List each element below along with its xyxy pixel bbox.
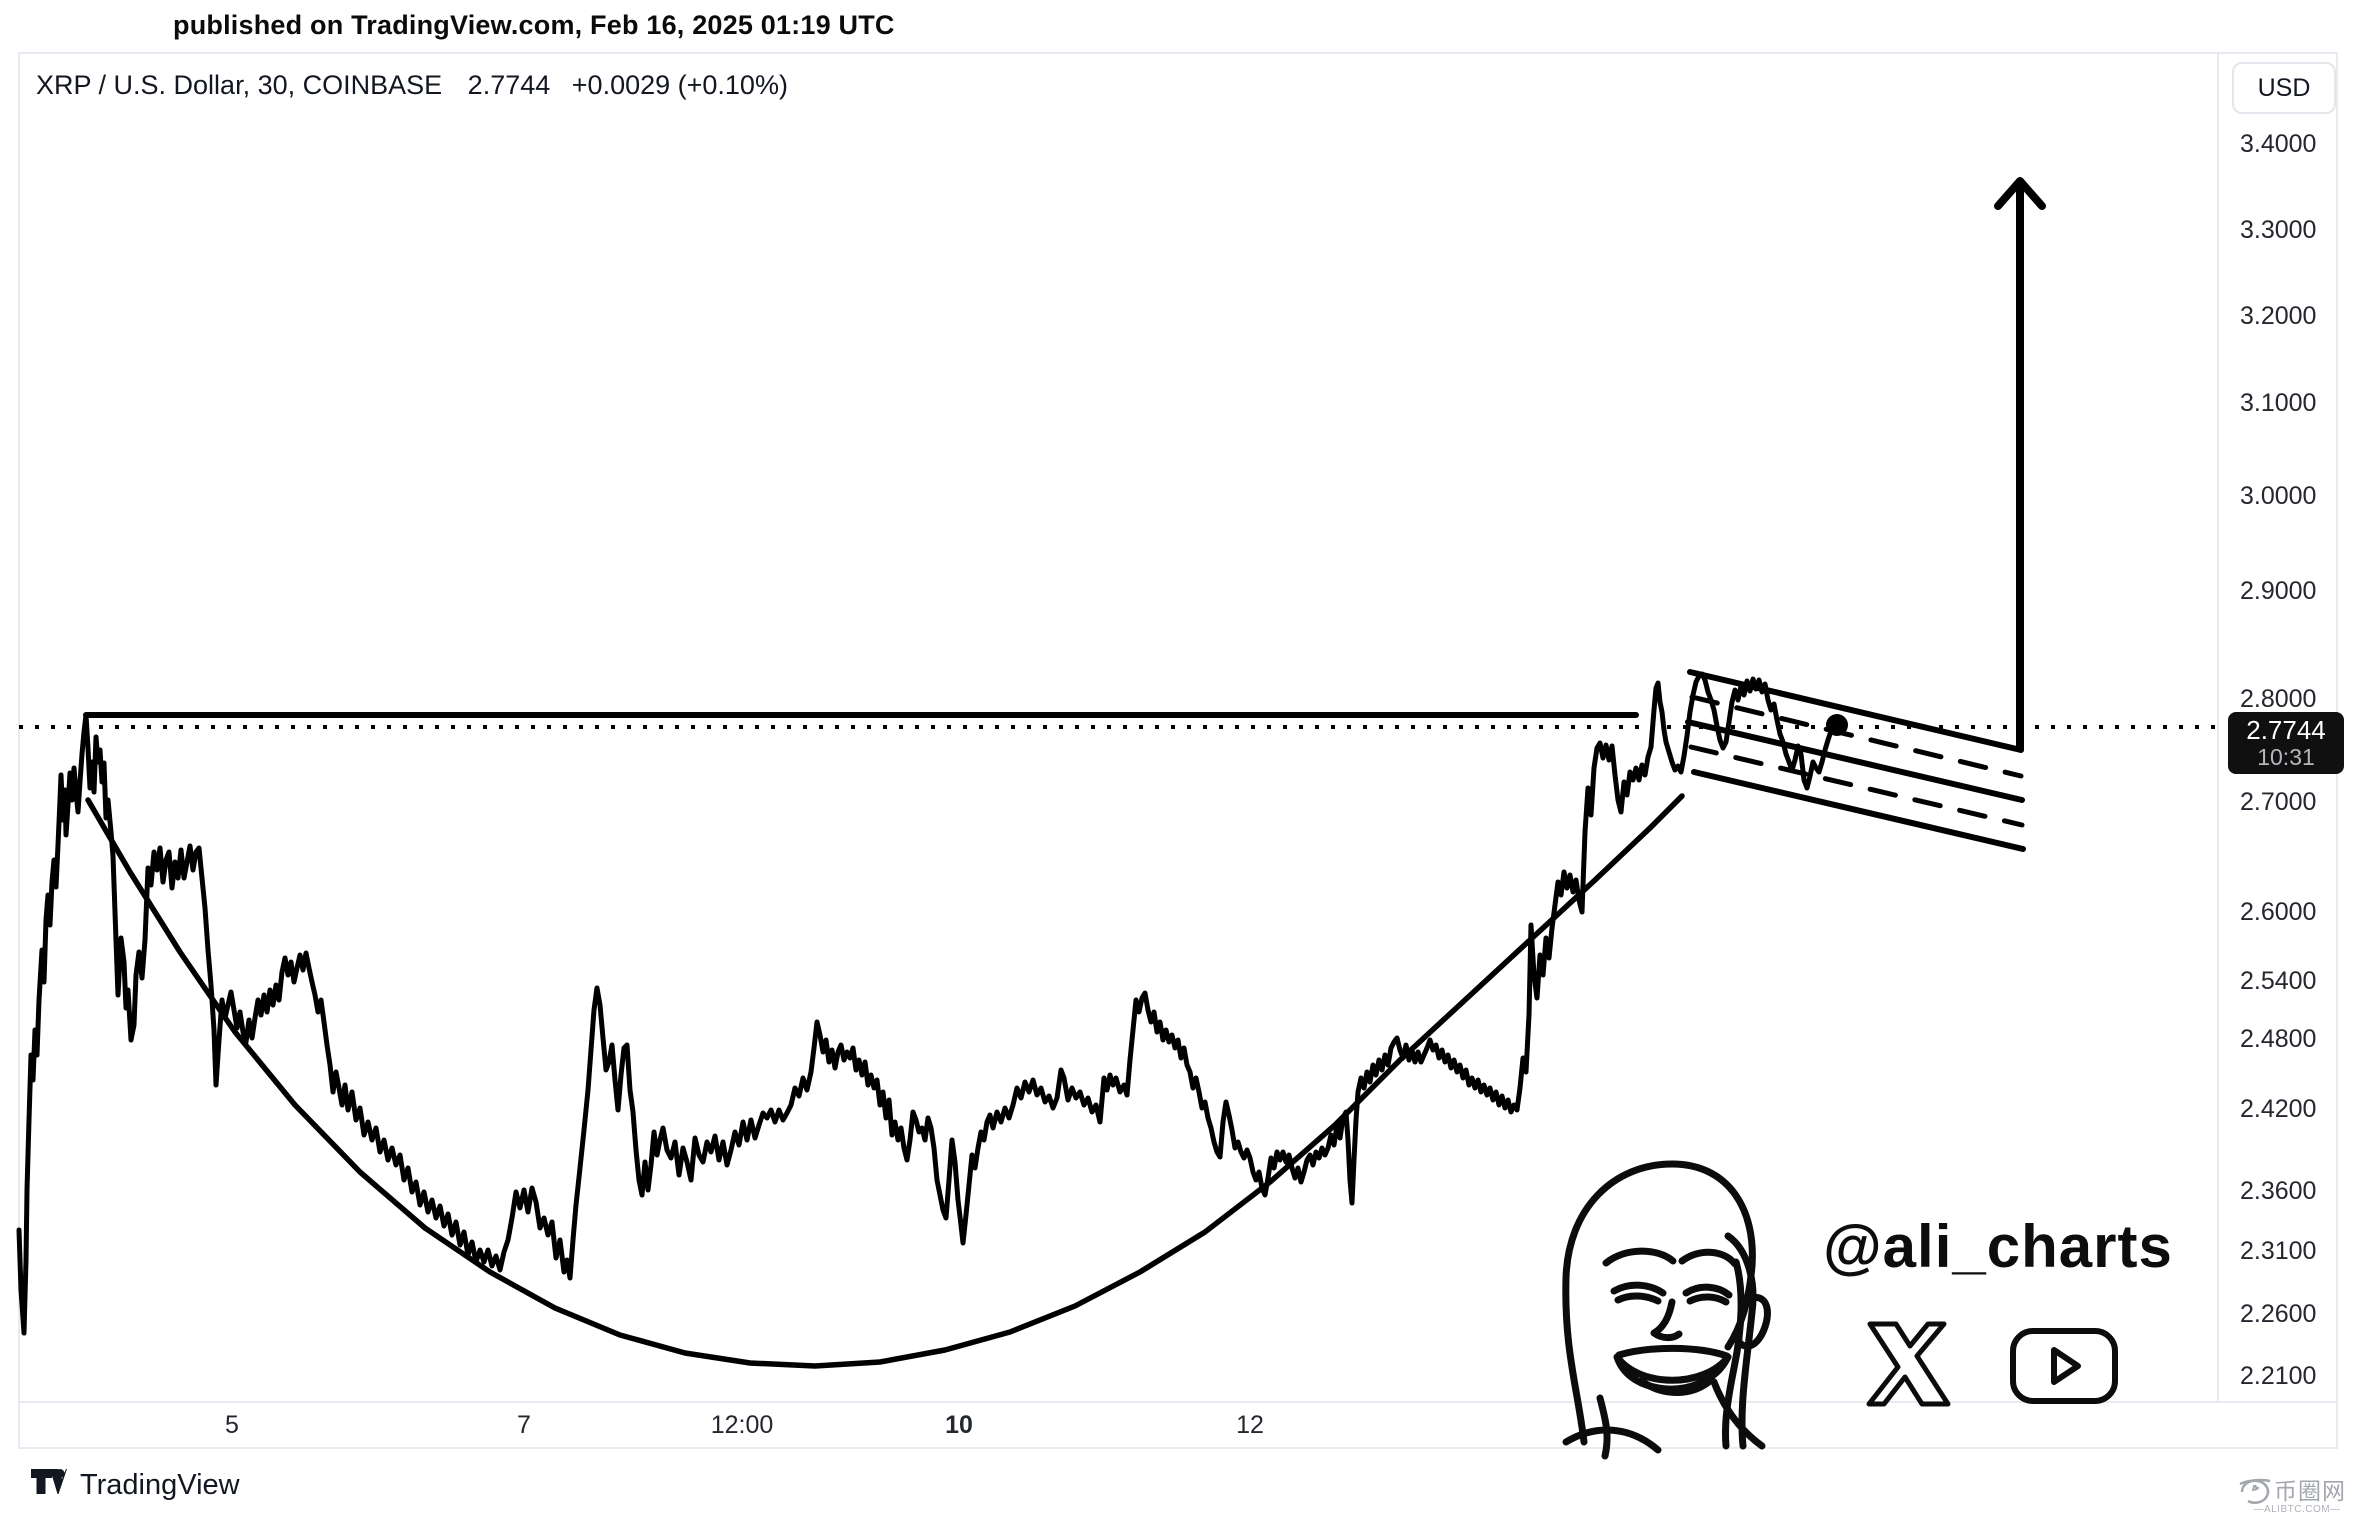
site-watermark-domain: —ALIBTC.COM— [2253,1504,2341,1515]
site-watermark-name: 币圈网 [2274,1478,2346,1504]
price-axis-label: 2.9000 [2240,577,2317,605]
time-axis-label: 12:00 [710,1411,774,1439]
price-axis-label: 3.0000 [2240,482,2317,510]
time-axis-label: 5 [225,1411,239,1439]
currency-toggle-button[interactable]: USD [2232,62,2336,114]
time-axis-label: 7 [517,1411,531,1439]
price-axis-label: 2.8000 [2240,685,2317,713]
youtube-logo-icon [2010,1328,2118,1404]
price-axis-label: 2.2600 [2240,1300,2317,1328]
tradingview-logo-text: TradingView [80,1468,240,1501]
price-axis-label: 2.4200 [2240,1095,2317,1123]
tradingview-attribution[interactable]: TradingView [30,1468,240,1502]
site-watermark-icon [2239,1478,2271,1504]
last-price: 2.7744 [467,70,551,100]
chart-plot-area[interactable] [19,53,2218,1402]
symbol-title: XRP / U.S. Dollar, 30, COINBASE [36,70,443,100]
time-axis-label: 12 [1236,1411,1264,1439]
x-logo-icon [1866,1321,1951,1407]
badge-price: 2.7744 [2246,715,2326,746]
face-sketch-icon [1562,1160,1771,1460]
symbol-header: XRP / U.S. Dollar, 30, COINBASE 2.7744 +… [36,70,788,101]
badge-countdown: 10:31 [2257,743,2315,770]
price-axis-label: 3.2000 [2240,302,2317,330]
price-axis-label: 2.7000 [2240,788,2317,816]
tradingview-logo-icon [31,1469,67,1494]
price-change: +0.0029 (+0.10%) [571,70,788,100]
last-price-badge: 2.7744 10:31 [2228,712,2344,774]
price-axis-label: 2.5400 [2240,967,2317,995]
price-axis-label: 2.6000 [2240,898,2317,926]
price-axis-label: 3.3000 [2240,216,2317,244]
time-axis[interactable]: 5 7 12:00 10 12 [18,1403,2218,1450]
price-axis-label: 3.1000 [2240,389,2317,417]
published-line: published on TradingView.com, Feb 16, 20… [173,10,895,40]
price-axis[interactable]: 3.4000 3.3000 3.2000 3.1000 3.0000 2.9000 2.80… [2218,52,2340,1402]
site-watermark: 币圈网 —ALIBTC.COM— [2238,1472,2356,1515]
watermark-handle: @ali_charts [1823,1213,2173,1280]
price-axis-label: 2.3100 [2240,1237,2317,1265]
time-axis-label: 10 [945,1411,973,1439]
price-axis-label: 3.4000 [2240,130,2317,158]
price-axis-label: 2.3600 [2240,1177,2317,1205]
price-axis-label: 2.2100 [2240,1362,2317,1390]
price-axis-label: 2.4800 [2240,1025,2317,1053]
